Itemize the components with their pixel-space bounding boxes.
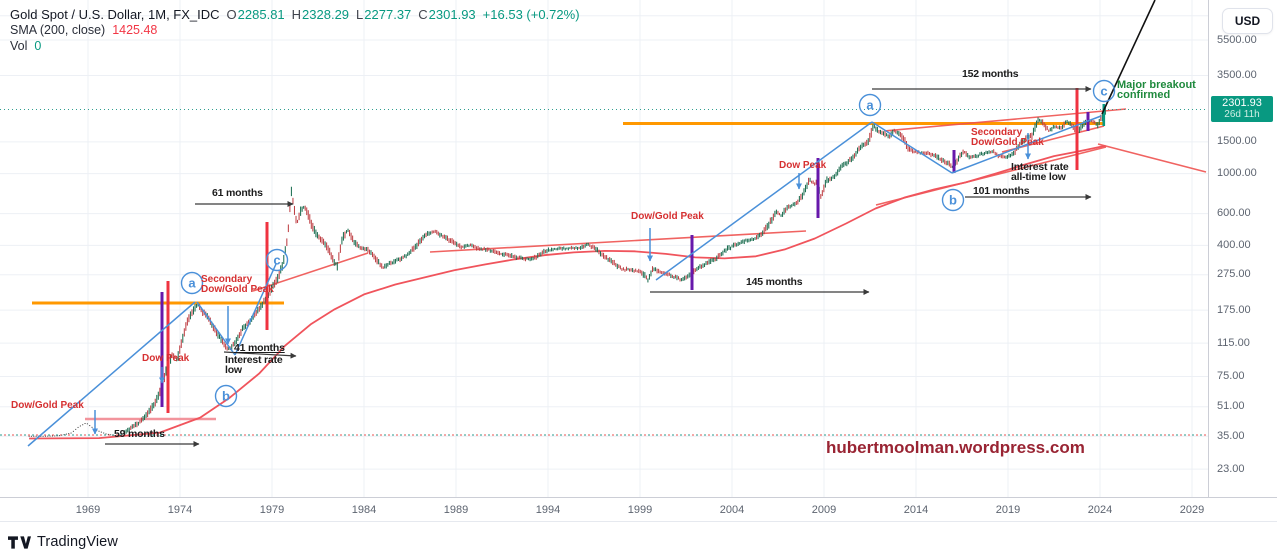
close-value: C2301.93	[418, 7, 476, 22]
letter-circle	[214, 384, 238, 408]
price-axis[interactable]: USD 5500.00 3500.00 1500.00 1000.00 600.00 40…	[1208, 0, 1277, 521]
svg-text:c: c	[1100, 84, 1107, 99]
svg-text:b: b	[949, 193, 957, 208]
year-tick-label: 1989	[443, 504, 469, 516]
price-tick-label: 75.00	[1217, 370, 1245, 383]
volume-label[interactable]: Vol	[10, 39, 28, 53]
drawings: a b c a b c	[27, 0, 1156, 447]
chart-canvas[interactable]: a b c a b c	[0, 0, 1208, 497]
year-tick-label: 2019	[995, 504, 1021, 516]
high-value: H2328.29	[291, 7, 350, 22]
price-tick-label: 600.00	[1217, 207, 1251, 220]
year-tick-label: 1974	[167, 504, 193, 516]
tradingview-logo-icon	[8, 535, 31, 549]
price-tick-label: 115.00	[1217, 336, 1250, 349]
currency-toggle-button[interactable]: USD	[1222, 8, 1273, 34]
symbol-title[interactable]: Gold Spot / U.S. Dollar, 1M, FX_IDC	[10, 7, 220, 22]
svg-text:b: b	[222, 389, 230, 404]
chart-legend: Gold Spot / U.S. Dollar, 1M, FX_IDC O228…	[10, 7, 580, 55]
price-tick-label: 400.00	[1217, 238, 1251, 251]
year-tick-label: 2024	[1087, 504, 1113, 516]
price-tick-label: 1000.00	[1217, 167, 1257, 180]
letter-circle	[180, 271, 204, 295]
current-price-tag: 2301.93 26d 11h	[1211, 96, 1273, 122]
year-tick-label: 1979	[259, 504, 285, 516]
year-tick-label: 2009	[811, 504, 837, 516]
legend-sma-row[interactable]: SMA (200, close) 1425.48	[10, 23, 580, 39]
open-value: O2285.81	[226, 7, 285, 22]
letter-circle	[1092, 79, 1116, 103]
year-tick-label: 1994	[535, 504, 561, 516]
svg-text:c: c	[273, 253, 280, 268]
price-tick-label: 51.00	[1217, 400, 1245, 413]
tradingview-logo-text: TradingView	[37, 534, 118, 550]
year-tick-label: 2029	[1179, 504, 1205, 516]
watermark: hubertmoolman.wordpress.com	[826, 438, 1085, 457]
letter-circle	[265, 248, 289, 272]
letter-circle	[858, 93, 882, 117]
price-tick-label: 1500.00	[1217, 135, 1257, 148]
sma-value: 1425.48	[112, 23, 158, 37]
bar-countdown: 26d 11h	[1224, 109, 1260, 120]
letter-circle	[941, 188, 965, 212]
svg-text:a: a	[188, 276, 196, 291]
low-value: L2277.37	[356, 7, 412, 22]
tradingview-logo[interactable]: TradingView	[8, 534, 118, 550]
svg-text:a: a	[866, 98, 874, 113]
price-tick-label: 5500.00	[1217, 33, 1257, 46]
legend-symbol-row[interactable]: Gold Spot / U.S. Dollar, 1M, FX_IDC O228…	[10, 7, 580, 23]
price-tick-label: 23.00	[1217, 462, 1245, 475]
year-tick-label: 1999	[627, 504, 653, 516]
sma-indicator-label[interactable]: SMA (200, close)	[10, 23, 106, 37]
price-tick-label: 3500.00	[1217, 68, 1257, 81]
gridlines	[0, 0, 1208, 497]
price-tick-label: 35.00	[1217, 429, 1245, 442]
price-tick-label: 275.00	[1217, 268, 1251, 281]
year-tick-label: 1969	[75, 504, 101, 516]
time-axis[interactable]: 1969 1974 1979 1984 1989 1994 1999 2004 2009 2014…	[0, 497, 1277, 522]
year-tick-label: 2014	[903, 504, 929, 516]
sma-line	[29, 144, 1106, 440]
year-tick-label: 2004	[719, 504, 745, 516]
change-value: +16.53 (+0.72%)	[482, 7, 580, 22]
current-price-value: 2301.93	[1222, 97, 1262, 109]
year-tick-label: 1984	[351, 504, 377, 516]
volume-value: 0	[34, 39, 42, 53]
legend-volume-row[interactable]: Vol 0	[10, 39, 580, 55]
price-tick-label: 175.00	[1217, 303, 1251, 316]
bottom-bar: TradingView	[0, 521, 1277, 560]
candlestick-series	[28, 104, 1106, 437]
